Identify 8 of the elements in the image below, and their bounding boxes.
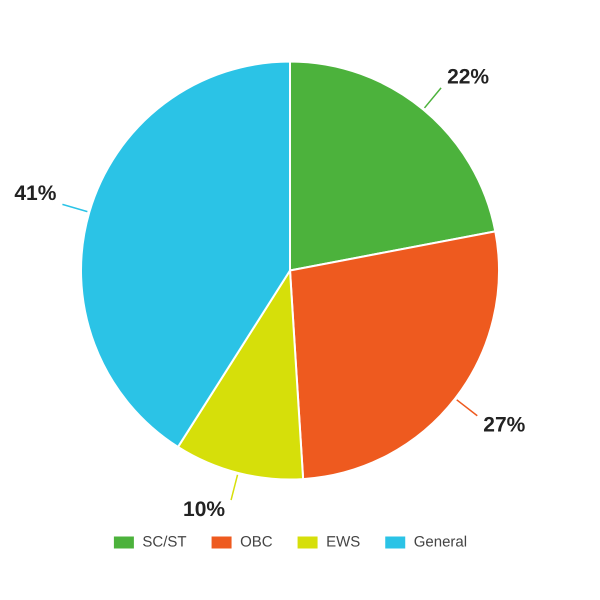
legend-label: General <box>414 534 468 551</box>
legend-label: OBC <box>240 534 273 551</box>
legend-label: SC/ST <box>142 534 187 551</box>
data-label: 27% <box>483 414 526 437</box>
data-label: 22% <box>447 66 490 89</box>
legend-label: EWS <box>326 534 360 551</box>
data-label: 10% <box>183 498 226 521</box>
data-label: 41% <box>14 182 57 206</box>
